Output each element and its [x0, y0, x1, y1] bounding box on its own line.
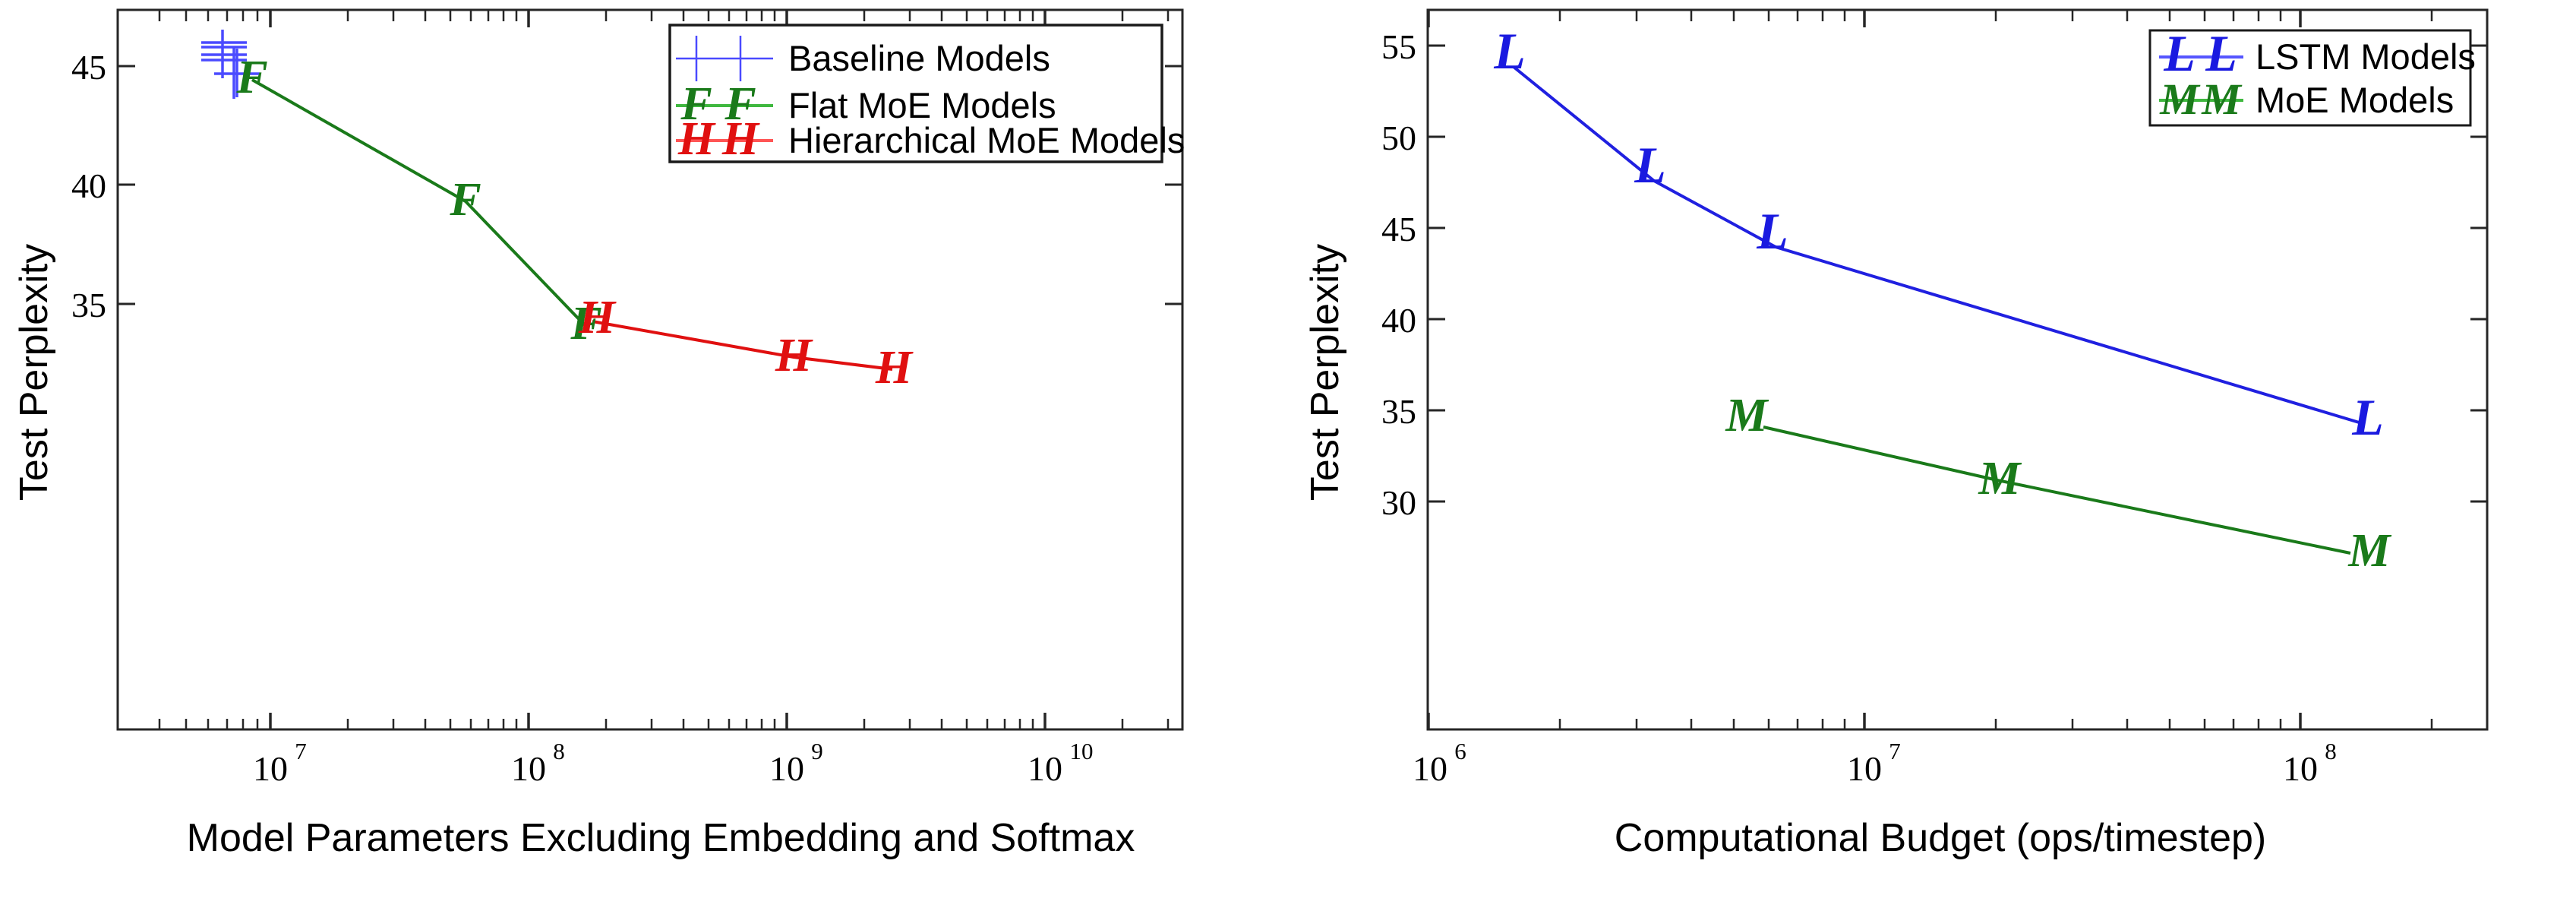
- right-marker-lstm-1: L: [1493, 22, 1526, 80]
- left-x-tick-1e9-mantissa: 10: [769, 749, 804, 788]
- left-chart-panel: 45 40 35 10 7 10 8 10 9 10 10 Model Para…: [12, 8, 1185, 860]
- left-y-axis-title: Test Perplexity: [12, 244, 56, 501]
- letter-F-marker-icon-1: F: [680, 78, 712, 130]
- right-y-axis-title: Test Perplexity: [1303, 244, 1347, 501]
- right-y-tickmarks: [1428, 44, 2487, 503]
- left-series-baseline-markers: [201, 30, 260, 99]
- left-x-tick-1e9-exponent: 9: [811, 738, 823, 764]
- letter-M-marker-icon-1: M: [2159, 74, 2201, 124]
- left-x-tick-1e8: 10 8: [511, 738, 565, 788]
- left-legend-item-baseline[interactable]: Baseline Models: [676, 36, 1050, 81]
- right-x-tick-1e8-exponent: 8: [2325, 738, 2337, 764]
- right-marker-lstm-3: L: [1756, 202, 1788, 260]
- left-x-top-tickmarks: [158, 11, 1170, 27]
- left-x-tick-1e8-mantissa: 10: [511, 749, 546, 788]
- right-x-tick-1e7: 10 7: [1847, 738, 1901, 788]
- left-marker-flat-moe-3: F: [570, 298, 601, 350]
- right-y-tick-55: 55: [1381, 27, 1416, 66]
- left-series-flat-moe-line: [251, 78, 586, 327]
- right-plot-frame: [1426, 8, 2489, 731]
- left-x-tick-1e7: 10 7: [253, 738, 307, 788]
- right-x-top-tickmarks: [1427, 11, 2433, 27]
- right-x-tick-1e6: 10 6: [1413, 738, 1466, 788]
- right-y-tick-40: 40: [1381, 301, 1416, 340]
- left-marker-hier-moe-2: H: [775, 330, 813, 381]
- right-legend-label-lstm: LSTM Models: [2256, 36, 2476, 77]
- left-x-tick-1e10-exponent: 10: [1070, 738, 1094, 764]
- right-marker-moe-2: M: [1978, 453, 2022, 505]
- left-y-tick-45: 45: [71, 48, 106, 87]
- left-x-tick-1e9: 10 9: [769, 738, 823, 788]
- right-legend-box: [2148, 29, 2472, 127]
- right-y-tick-35: 35: [1381, 392, 1416, 431]
- left-x-axis-title: Model Parameters Excluding Embedding and…: [187, 816, 1135, 860]
- right-x-tickmarks: [1427, 713, 2433, 729]
- left-x-tick-1e7-exponent: 7: [295, 738, 307, 764]
- right-legend-label-moe: MoE Models: [2256, 80, 2454, 120]
- left-chart-svg: 45 40 35 10 7 10 8 10 9 10 10 Model Para…: [12, 8, 1185, 860]
- right-legend[interactable]: L L LSTM Models M M MoE Models: [2148, 24, 2476, 127]
- right-x-tick-1e8: 10 8: [2283, 738, 2337, 788]
- left-legend-label-baseline: Baseline Models: [788, 38, 1050, 78]
- left-y-tickmarks: [118, 65, 1182, 305]
- right-series-moe-line: [1763, 426, 2351, 555]
- right-x-tick-1e6-mantissa: 10: [1413, 749, 1447, 788]
- left-y-tick-35: 35: [71, 286, 106, 324]
- right-x-tick-1e7-mantissa: 10: [1847, 749, 1882, 788]
- letter-L-marker-icon-1: L: [2163, 24, 2196, 82]
- left-legend-item-flat-moe[interactable]: F F Flat MoE Models: [676, 78, 1056, 130]
- right-x-tick-1e8-mantissa: 10: [2283, 749, 2318, 788]
- right-legend-item-moe[interactable]: M M MoE Models: [2159, 74, 2454, 124]
- left-legend[interactable]: Baseline Models F F Flat MoE Models H H …: [668, 24, 1185, 165]
- right-marker-moe-3: M: [2347, 525, 2391, 577]
- left-x-tick-1e10: 10 10: [1028, 738, 1094, 788]
- letter-H-marker-icon-2: H: [721, 113, 760, 165]
- right-chart-panel: 55 50 45 40 35 30 10 6 10 7 10 8 Computa…: [1291, 0, 2576, 908]
- right-y-tick-50: 50: [1381, 119, 1416, 157]
- left-y-tick-40: 40: [71, 166, 106, 205]
- left-legend-label-flat-moe: Flat MoE Models: [788, 85, 1056, 125]
- right-marker-lstm-4: L: [2351, 388, 2384, 446]
- plus-marker-icon: [676, 36, 773, 81]
- letter-F-marker-icon-2: F: [724, 78, 756, 130]
- letter-L-marker-icon-2: L: [2205, 24, 2237, 82]
- left-x-tickmarks: [158, 713, 1170, 729]
- left-marker-flat-moe-1: F: [235, 52, 267, 103]
- left-x-tick-1e8-exponent: 8: [553, 738, 565, 764]
- left-marker-hier-moe-3: H: [875, 342, 914, 394]
- right-x-axis-title: Computational Budget (ops/timestep): [1615, 816, 2266, 860]
- left-x-tick-1e7-mantissa: 10: [253, 749, 288, 788]
- left-legend-label-hier-moe: Hierarchical MoE Models: [788, 120, 1185, 160]
- right-legend-item-lstm[interactable]: L L LSTM Models: [2159, 24, 2476, 82]
- right-series-lstm-line: [1512, 65, 2365, 426]
- right-chart-svg: 55 50 45 40 35 30 10 6 10 7 10 8 Computa…: [1303, 8, 2489, 860]
- right-x-tick-1e6-exponent: 6: [1454, 738, 1466, 764]
- right-marker-lstm-2: L: [1634, 136, 1666, 194]
- left-marker-flat-moe-2: F: [449, 174, 481, 226]
- left-x-tick-1e10-mantissa: 10: [1028, 749, 1062, 788]
- right-x-tick-1e7-exponent: 7: [1889, 738, 1901, 764]
- right-y-tick-30: 30: [1381, 483, 1416, 522]
- left-series-hier-moe-line: [592, 320, 893, 371]
- right-marker-moe-1: M: [1725, 390, 1769, 441]
- letter-H-marker-icon-1: H: [677, 113, 716, 165]
- right-y-tick-45: 45: [1381, 210, 1416, 248]
- left-legend-item-hier-moe[interactable]: H H Hierarchical MoE Models: [676, 113, 1185, 165]
- left-marker-hier-moe-1: H: [578, 292, 617, 343]
- letter-M-marker-icon-2: M: [2201, 74, 2243, 124]
